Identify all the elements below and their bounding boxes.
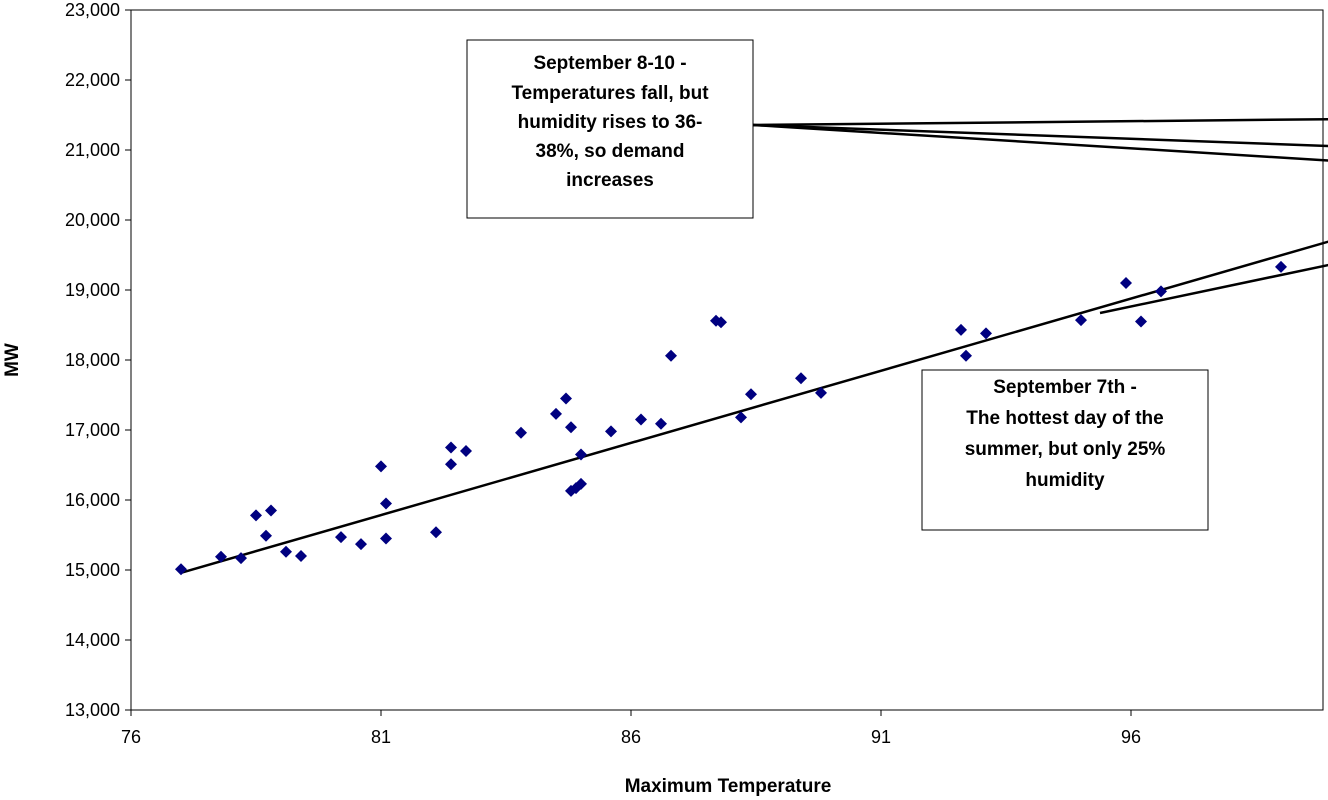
- data-point: [665, 349, 677, 362]
- data-point: [430, 526, 442, 539]
- data-point: [565, 421, 577, 434]
- annotation-pointers: [752, 117, 1328, 315]
- data-points: [175, 260, 1287, 576]
- annotation-pointer: [752, 117, 1328, 127]
- y-tick-label: 21,000: [65, 140, 120, 160]
- data-point: [265, 504, 277, 517]
- annotation-box-september-8-10: September 8-10 - Temperatures fall, but …: [466, 39, 754, 219]
- data-point: [375, 460, 387, 473]
- data-point: [745, 388, 757, 401]
- data-point: [1075, 314, 1087, 327]
- y-tick-label: 22,000: [65, 70, 120, 90]
- y-tick-label: 18,000: [65, 350, 120, 370]
- data-point: [560, 392, 572, 405]
- data-point: [795, 372, 807, 385]
- data-point: [550, 407, 562, 420]
- data-point: [260, 529, 272, 542]
- data-point: [235, 552, 247, 565]
- annotation-1-line-3: humidity rises to 36-: [518, 112, 703, 133]
- x-axis: 76 81 86 91 96: [121, 710, 1141, 747]
- data-point: [250, 509, 262, 522]
- data-point: [980, 327, 992, 340]
- annotation-1-line-4: 38%, so demand: [536, 141, 685, 162]
- trend-line: [180, 240, 1328, 575]
- annotation-2-line-1: September 7th -: [993, 377, 1137, 398]
- data-point: [1275, 260, 1287, 273]
- x-tick-label: 96: [1121, 727, 1141, 747]
- data-point: [460, 445, 472, 457]
- data-point: [575, 477, 587, 490]
- data-point: [445, 458, 457, 471]
- y-tick-label: 14,000: [65, 630, 120, 650]
- data-point: [355, 538, 367, 551]
- y-axis: 13,000 14,000 15,000 16,000 17,000 18,000 19,0…: [65, 0, 131, 720]
- y-axis-title: MW: [2, 343, 23, 377]
- data-point: [445, 441, 457, 454]
- data-point: [655, 417, 667, 430]
- annotation-1-line-1: September 8-10 -: [533, 53, 686, 74]
- data-point: [715, 316, 727, 329]
- y-tick-label: 17,000: [65, 420, 120, 440]
- y-tick-label: 20,000: [65, 210, 120, 230]
- data-point: [1135, 315, 1147, 328]
- x-tick-label: 76: [121, 727, 141, 747]
- data-point: [175, 563, 187, 576]
- x-tick-label: 91: [871, 727, 891, 747]
- y-tick-label: 13,000: [65, 700, 120, 720]
- data-point: [955, 323, 967, 336]
- annotation-pointer: [752, 123, 1328, 148]
- y-tick-label: 15,000: [65, 560, 120, 580]
- x-tick-label: 81: [371, 727, 391, 747]
- data-point: [815, 386, 827, 399]
- data-point: [1155, 285, 1167, 298]
- annotation-2-line-3: summer, but only 25%: [965, 439, 1166, 460]
- data-point: [575, 448, 587, 461]
- data-point: [515, 426, 527, 439]
- data-point: [295, 550, 307, 562]
- y-tick-label: 16,000: [65, 490, 120, 510]
- annotation-2-line-2: The hottest day of the: [966, 408, 1163, 429]
- y-tick-label: 19,000: [65, 280, 120, 300]
- annotation-pointer: [1099, 263, 1328, 315]
- x-tick-label: 86: [621, 727, 641, 747]
- data-point: [215, 550, 227, 563]
- annotation-1-line-2: Temperatures fall, but: [511, 83, 709, 104]
- data-point: [605, 425, 617, 438]
- data-point: [635, 413, 647, 426]
- annotation-box-september-7: September 7th - The hottest day of the s…: [921, 369, 1209, 531]
- data-point: [380, 532, 392, 545]
- y-tick-label: 23,000: [65, 0, 120, 20]
- data-point: [735, 411, 747, 424]
- x-axis-title: Maximum Temperature: [625, 776, 832, 797]
- data-point: [960, 349, 972, 362]
- data-point: [335, 531, 347, 544]
- annotation-2-line-4: humidity: [1025, 470, 1105, 491]
- data-point: [1120, 277, 1132, 289]
- data-point: [280, 545, 292, 558]
- annotation-pointer: [752, 123, 1328, 162]
- annotation-1-line-5: increases: [566, 170, 654, 191]
- data-point: [380, 497, 392, 510]
